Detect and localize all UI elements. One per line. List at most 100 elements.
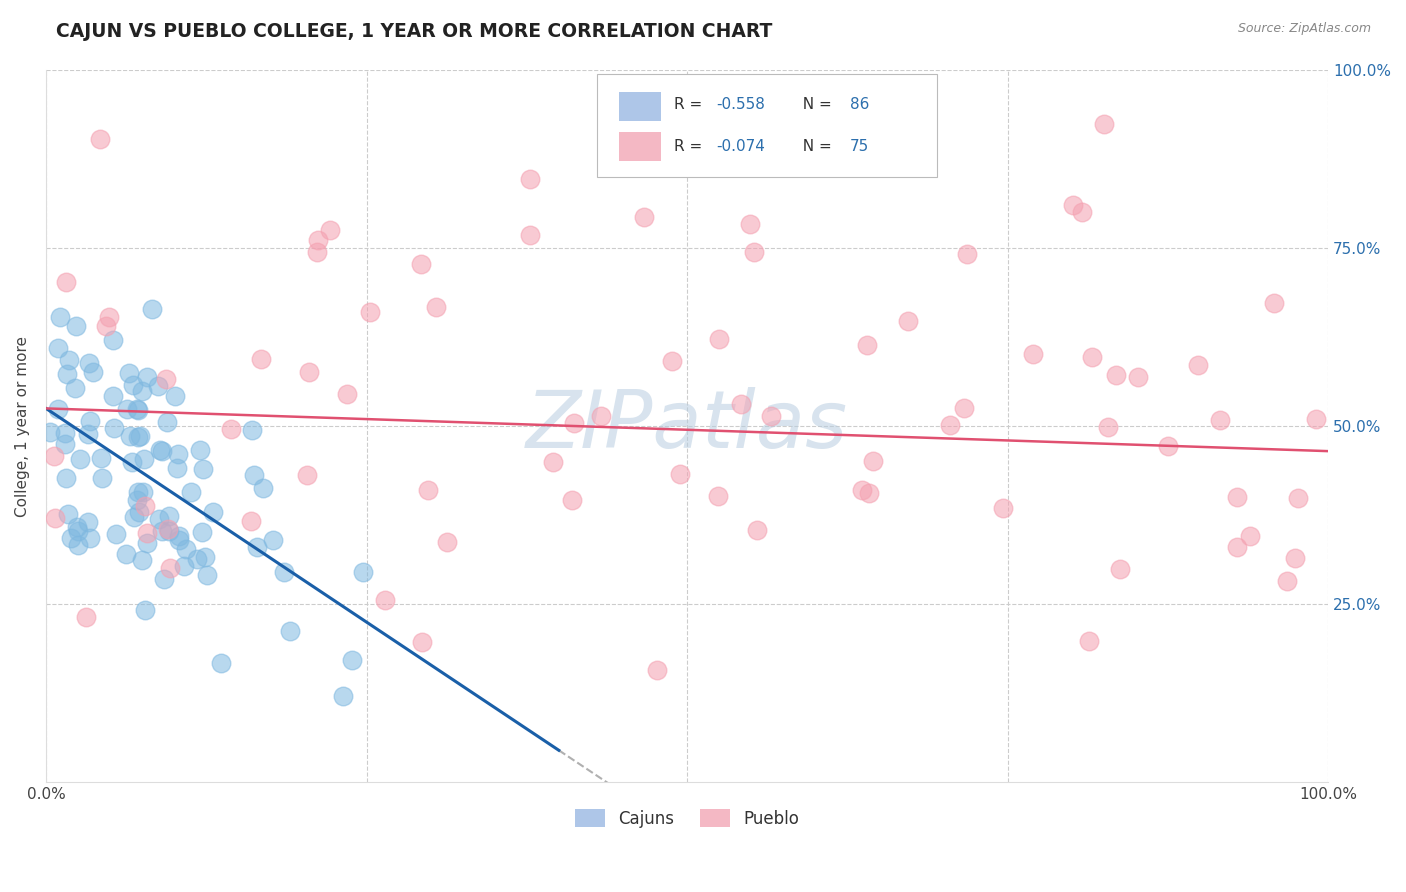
Point [65,381,87,395]
Point [150,524,173,538]
Point [707,332,730,346]
Point [342,653,364,667]
Point [278,624,301,638]
Point [49,310,72,324]
Point [1239,529,1261,543]
Point [44,449,66,463]
Point [897,314,920,328]
Point [939,417,962,432]
Point [1071,205,1094,219]
Point [252,481,274,495]
Point [103,389,125,403]
Point [633,210,655,224]
Point [953,401,976,416]
Point [127,484,149,499]
Point [352,565,374,579]
Point [166,461,188,475]
Point [191,525,214,540]
Point [58,353,80,368]
Point [219,422,242,436]
Point [136,525,159,540]
Point [1126,370,1149,384]
Point [53,426,76,441]
Text: R =: R = [675,139,707,153]
Point [1286,491,1309,505]
Point [149,442,172,457]
Point [135,536,157,550]
Point [1092,117,1115,131]
Text: R =: R = [675,97,707,112]
Point [127,402,149,417]
Point [174,542,197,557]
Text: N =: N = [793,139,837,153]
Text: 75: 75 [849,139,869,153]
Point [173,559,195,574]
Point [55,471,77,485]
Point [103,421,125,435]
Point [1305,412,1327,426]
Point [65,319,87,334]
Point [242,468,264,483]
Point [1156,439,1178,453]
Point [125,493,148,508]
Point [118,366,141,380]
Point [742,245,765,260]
Point [425,300,447,314]
Point [374,592,396,607]
Point [409,257,432,271]
Point [1263,296,1285,310]
Point [94,319,117,334]
Point [201,506,224,520]
Point [1077,634,1099,648]
Point [157,524,180,538]
Point [153,572,176,586]
Point [194,550,217,565]
Point [55,275,77,289]
Point [411,635,433,649]
Point [645,663,668,677]
Point [332,689,354,703]
Point [90,451,112,466]
Point [541,454,564,468]
Point [359,305,381,319]
Point [436,535,458,549]
Legend: Cajuns, Pueblo: Cajuns, Pueblo [568,803,806,835]
Point [44,511,66,525]
Point [132,452,155,467]
Point [132,484,155,499]
Point [48,341,70,355]
Point [55,367,77,381]
Point [66,520,89,534]
Point [163,389,186,403]
Point [156,415,179,429]
Point [209,656,232,670]
Point [249,351,271,366]
Point [167,533,190,547]
Point [134,499,156,513]
Point [150,443,173,458]
Point [1277,574,1299,589]
Point [104,527,127,541]
Point [740,217,762,231]
Point [56,507,79,521]
Point [121,455,143,469]
Point [120,429,142,443]
Point [82,365,104,379]
Text: Source: ZipAtlas.com: Source: ZipAtlas.com [1237,22,1371,36]
Point [993,501,1015,516]
Point [131,553,153,567]
Point [155,372,177,386]
Point [167,529,190,543]
Point [127,402,149,417]
Point [59,531,82,545]
Point [128,505,150,519]
Point [851,483,873,497]
Point [273,565,295,579]
Point [262,533,284,548]
Text: -0.558: -0.558 [717,97,765,112]
Point [1187,358,1209,372]
Point [127,430,149,444]
Point [1209,412,1232,426]
Bar [619,92,661,120]
Point [1081,351,1104,365]
